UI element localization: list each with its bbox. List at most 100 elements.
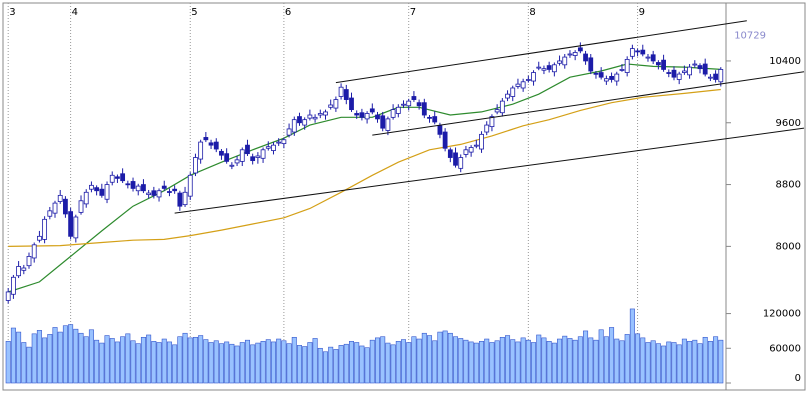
volume-bar [687,341,693,384]
volume-bar [42,337,48,384]
volume-bar [551,342,557,384]
candle-body [427,116,432,119]
volume-bar [104,335,110,384]
candle-body [499,100,505,114]
volume-bar [172,344,178,384]
month-label: 6 [285,7,291,18]
candle-body [63,198,68,215]
volume-bar [16,331,22,384]
volume-bar [603,336,609,384]
candle-body [385,118,391,131]
volume-bar [635,333,641,384]
candle-body [666,72,672,74]
candle-body [577,47,583,52]
candle-body [671,69,677,78]
volume-bar [322,351,328,384]
candle-body [650,54,656,62]
volume-bar [473,342,479,384]
candle-body [479,133,484,150]
candle-body [99,188,105,196]
volume-bar [203,339,209,384]
candle-body [21,267,27,271]
volume-bar [57,331,63,384]
volume-bar [505,335,511,384]
candle-body [713,73,718,80]
candle-body [369,108,375,113]
volume-bar [681,338,687,384]
trend-line [335,20,747,84]
volume-bar [130,340,136,384]
candle-body [260,149,266,159]
candle-body [359,112,365,118]
candle-body [177,192,183,207]
candle-body [609,75,614,80]
volume-bar [276,338,282,384]
volume-bar [671,342,677,384]
candle-body [380,115,386,129]
candle-body [323,111,328,116]
volume-bar [260,341,266,384]
candle-body [411,96,417,100]
volume-bar [369,339,375,384]
candle-body [546,65,552,70]
volume-bar [5,341,11,384]
candle-body [73,216,79,239]
candle-body [286,128,292,136]
volume-bar [333,349,339,384]
candle-body [442,131,448,149]
candle-body [640,49,646,55]
volume-bar [354,342,360,384]
candle-body [239,149,245,162]
candle-body [245,144,250,155]
candle-body [161,185,167,189]
candle-body [255,155,261,158]
volume-bar [624,334,630,384]
volume-bar [229,343,235,384]
volume-bar [484,338,490,384]
volume-bar [328,346,334,384]
volume-bar [213,340,219,384]
volume-bar [125,333,131,384]
volume-bar [291,336,297,384]
volume-bar [83,336,89,384]
volume-bar [479,341,485,384]
candle-body [463,149,469,155]
volume-bar [375,337,381,384]
volume-bar [187,337,193,384]
volume-bar [432,340,438,384]
candle-body [697,65,703,70]
volume-bar [385,342,391,384]
candle-body [11,276,16,295]
month-label: 9 [639,7,645,18]
volume-bar [707,341,713,384]
volume-bar [640,337,646,384]
candle-body [343,89,349,100]
candle-body [265,146,271,149]
month-label: 3 [9,7,15,18]
candle-body [182,191,188,206]
candle-body [390,109,396,118]
candle-body [468,147,474,153]
volume-bar [244,339,250,384]
volume-bar [182,332,188,384]
candle-body [515,83,521,87]
candle-body [89,184,94,190]
volume-bar [676,344,682,384]
volume-bar [442,330,448,384]
candle-body [151,190,157,196]
candle-body [484,124,490,133]
volume-bar [62,325,68,384]
candle-body [68,211,74,237]
candle-body [588,57,594,72]
volume-bar [99,342,105,384]
candle-body [198,141,204,160]
y-tick-label: 10400 [769,56,801,67]
volume-bar [265,339,271,384]
candle-body [401,103,406,106]
volume-bar [302,346,308,384]
candle-body [234,159,240,164]
volume-bar [224,341,230,384]
volume-bar [515,341,521,384]
volume-bar [567,338,573,384]
